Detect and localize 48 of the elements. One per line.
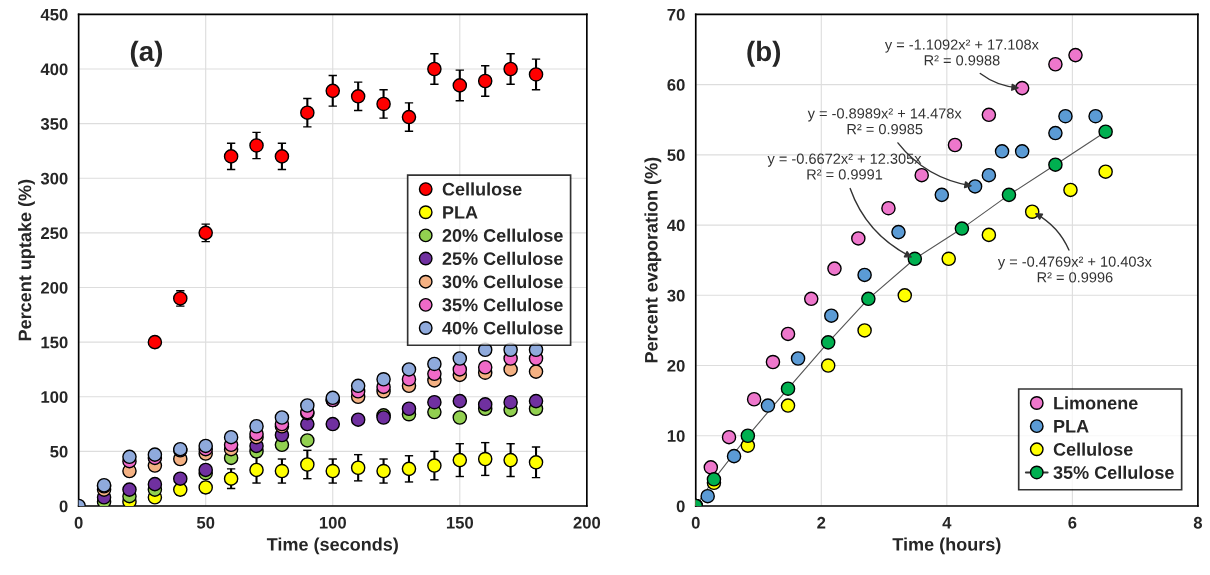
y-tick-label: 30 bbox=[667, 289, 685, 302]
x-tick-label: 100 bbox=[319, 516, 346, 529]
x-tick-label: 0 bbox=[74, 516, 83, 529]
legend-label: 35% Cellulose bbox=[442, 298, 563, 312]
y-tick-label: 250 bbox=[41, 227, 68, 240]
y-axis-title: Percent uptake (%) bbox=[18, 179, 35, 341]
x-tick-label: 200 bbox=[573, 516, 601, 529]
y-tick-label: 200 bbox=[41, 281, 68, 294]
annotation: (b) bbox=[747, 40, 781, 67]
x-tick-label: 150 bbox=[446, 516, 474, 529]
x-tick-label: 4 bbox=[942, 517, 952, 529]
y-tick-label: 400 bbox=[40, 63, 68, 76]
legend-label: 25% Cellulose bbox=[442, 251, 563, 266]
x-axis-title: Time (seconds) bbox=[266, 537, 398, 555]
y-axis-title: Percent evaporation (%) bbox=[644, 157, 662, 363]
y-tick-label: 40 bbox=[667, 219, 685, 232]
legend-label: 30% Cellulose bbox=[442, 274, 563, 289]
legend-label: 35% Cellulose bbox=[1053, 465, 1174, 479]
legend-label: PLA bbox=[443, 206, 478, 219]
y-tick-label: 0 bbox=[59, 500, 68, 513]
legend-label: PLA bbox=[1054, 420, 1089, 433]
y-tick-label: 100 bbox=[41, 391, 68, 403]
annotation: y = -1.1092x² + 17.108x R² = 0.9988 bbox=[884, 39, 1039, 66]
legend-label: 20% Cellulose bbox=[442, 228, 563, 242]
legend-label: Cellulose bbox=[1053, 442, 1133, 456]
legend-label: 40% Cellulose bbox=[442, 321, 563, 335]
legend-label: Limonene bbox=[1054, 396, 1138, 410]
y-tick-label: 60 bbox=[667, 79, 685, 91]
y-tick-label: 150 bbox=[41, 336, 68, 349]
x-tick-label: 2 bbox=[817, 516, 826, 529]
y-tick-label: 350 bbox=[40, 118, 68, 130]
y-tick-label: 0 bbox=[676, 500, 685, 513]
x-tick-label: 0 bbox=[691, 516, 700, 529]
y-tick-label: 20 bbox=[667, 359, 685, 372]
annotation: (a) bbox=[130, 40, 163, 67]
x-axis-title: Time (hours) bbox=[892, 537, 1001, 555]
x-tick-label: 8 bbox=[1193, 516, 1203, 529]
x-tick-label: 50 bbox=[196, 516, 215, 529]
annotation: y = -0.4769x² + 10.403x R² = 0.9996 bbox=[997, 256, 1152, 283]
legend-label: Cellulose bbox=[442, 182, 522, 196]
y-tick-label: 300 bbox=[40, 172, 68, 185]
y-tick-label: 450 bbox=[40, 8, 68, 21]
y-tick-label: 10 bbox=[667, 430, 685, 442]
y-tick-label: 50 bbox=[50, 445, 68, 458]
y-tick-label: 70 bbox=[667, 8, 685, 21]
annotation: y = -0.8989x² + 14.478x R² = 0.9985 bbox=[807, 108, 962, 135]
y-tick-label: 50 bbox=[667, 149, 685, 162]
x-tick-label: 6 bbox=[1068, 516, 1077, 529]
